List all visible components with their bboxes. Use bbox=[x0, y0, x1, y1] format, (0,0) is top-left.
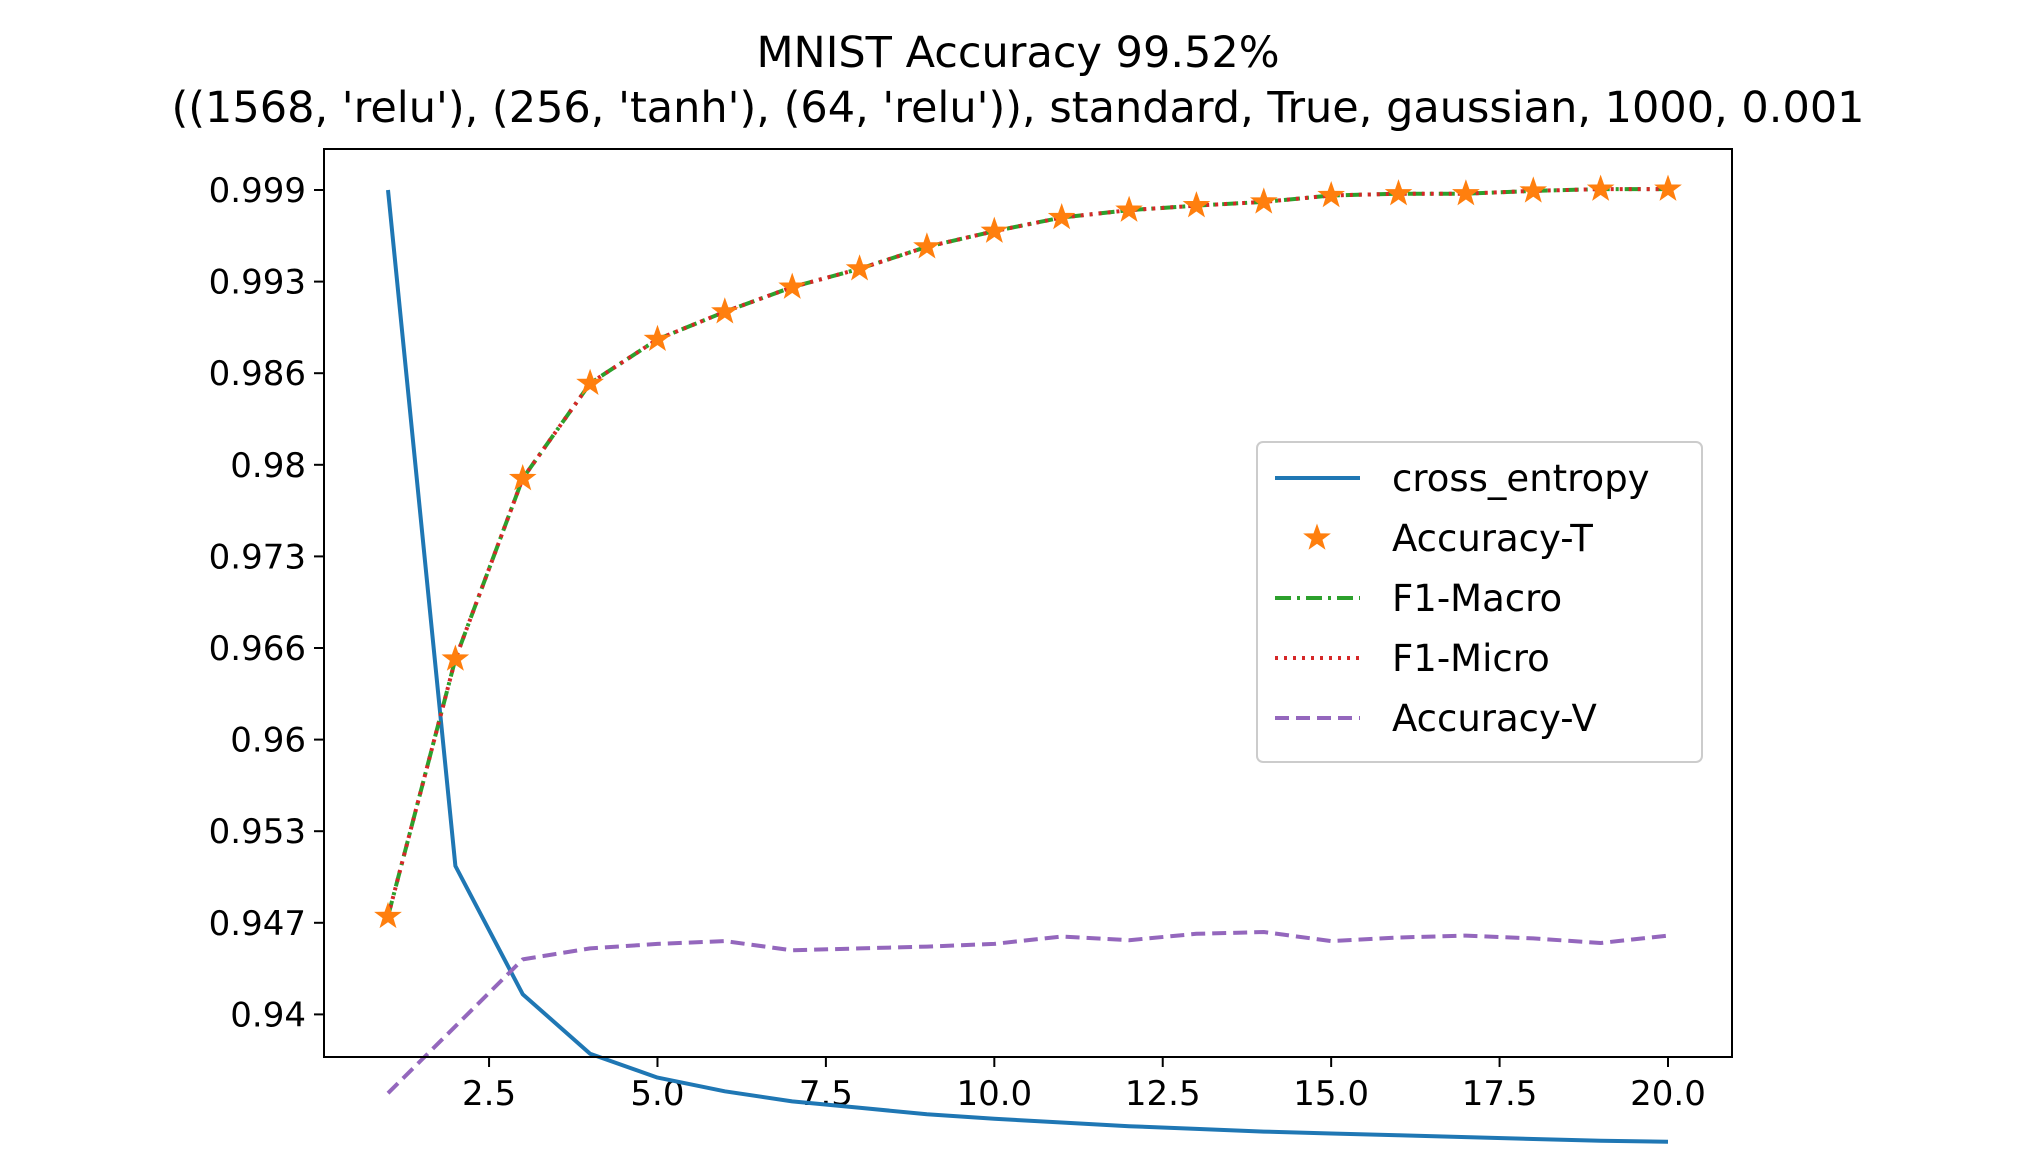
accuracy-t-point bbox=[913, 232, 941, 259]
y-tick-label: 0.966 bbox=[209, 629, 306, 669]
legend: cross_entropy Accuracy-T F1-Macro F1-Micro A… bbox=[1256, 441, 1703, 763]
accuracy-t-point bbox=[778, 272, 807, 299]
y-tick-label: 0.94 bbox=[230, 995, 306, 1035]
y-tick-label: 0.947 bbox=[209, 904, 306, 944]
y-tick-label: 0.993 bbox=[209, 263, 306, 303]
x-tick-label: 17.5 bbox=[1462, 1074, 1538, 1114]
axis-ticks: 2.5 5.0 7.5 10.0 12.5 15.0 17.5 20.00.940.9470.… bbox=[209, 171, 1706, 1114]
accuracy-t-point bbox=[1452, 179, 1480, 206]
accuracy-t-point bbox=[576, 368, 604, 396]
accuracy-t-point bbox=[643, 324, 672, 352]
accuracy-t-point bbox=[711, 297, 739, 324]
f1-macro-line bbox=[386, 187, 1668, 917]
legend-f1-micro-label: F1-Micro bbox=[1392, 637, 1550, 680]
y-tick-label: 0.973 bbox=[209, 537, 306, 577]
legend-cross-entropy-label: cross_entropy bbox=[1392, 457, 1650, 500]
legend-accuracy-t-label: Accuracy-T bbox=[1392, 517, 1593, 560]
accuracy-t-point bbox=[374, 901, 402, 929]
y-tick-label: 0.999 bbox=[209, 171, 306, 211]
legend-accuracy-v-label: Accuracy-V bbox=[1392, 697, 1597, 740]
y-tick-label: 0.953 bbox=[209, 812, 306, 852]
accuracy-t-point bbox=[1115, 195, 1143, 222]
accuracy-t-point bbox=[1047, 202, 1076, 230]
x-tick-label: 10.0 bbox=[956, 1074, 1032, 1114]
legend-f1-macro-label: F1-Macro bbox=[1392, 577, 1562, 620]
accuracy-t-point bbox=[980, 216, 1009, 243]
f1-micro-line bbox=[386, 187, 1668, 917]
accuracy-t-point bbox=[508, 463, 537, 491]
x-tick-label: 20.0 bbox=[1630, 1074, 1706, 1114]
legend-accuracy-t-marker bbox=[1303, 523, 1331, 550]
chart-subtitle: ((1568, 'relu'), (256, 'tanh'), (64, 're… bbox=[171, 83, 1864, 133]
accuracy-t-point bbox=[1249, 187, 1278, 214]
accuracy-v-line bbox=[386, 930, 1669, 1095]
accuracy-t-point bbox=[1182, 191, 1211, 218]
accuracy-t-point bbox=[441, 644, 470, 671]
accuracy-t-point bbox=[1384, 179, 1413, 206]
chart-title: MNIST Accuracy 99.52% bbox=[756, 28, 1279, 78]
accuracy-t-point bbox=[1654, 174, 1682, 201]
x-tick-label: 2.5 bbox=[462, 1074, 516, 1114]
legend-box bbox=[1256, 441, 1703, 763]
accuracy-t-point bbox=[845, 254, 874, 281]
y-tick-label: 0.96 bbox=[230, 721, 306, 761]
accuracy-t-point bbox=[1317, 180, 1345, 208]
y-tick-label: 0.98 bbox=[230, 446, 306, 486]
x-tick-label: 12.5 bbox=[1125, 1074, 1201, 1114]
x-tick-label: 15.0 bbox=[1293, 1074, 1369, 1114]
accuracy-t-point bbox=[1519, 176, 1548, 203]
y-tick-label: 0.986 bbox=[209, 354, 306, 394]
plot-frame bbox=[323, 148, 1733, 1058]
accuracy-t-point bbox=[1586, 174, 1615, 201]
